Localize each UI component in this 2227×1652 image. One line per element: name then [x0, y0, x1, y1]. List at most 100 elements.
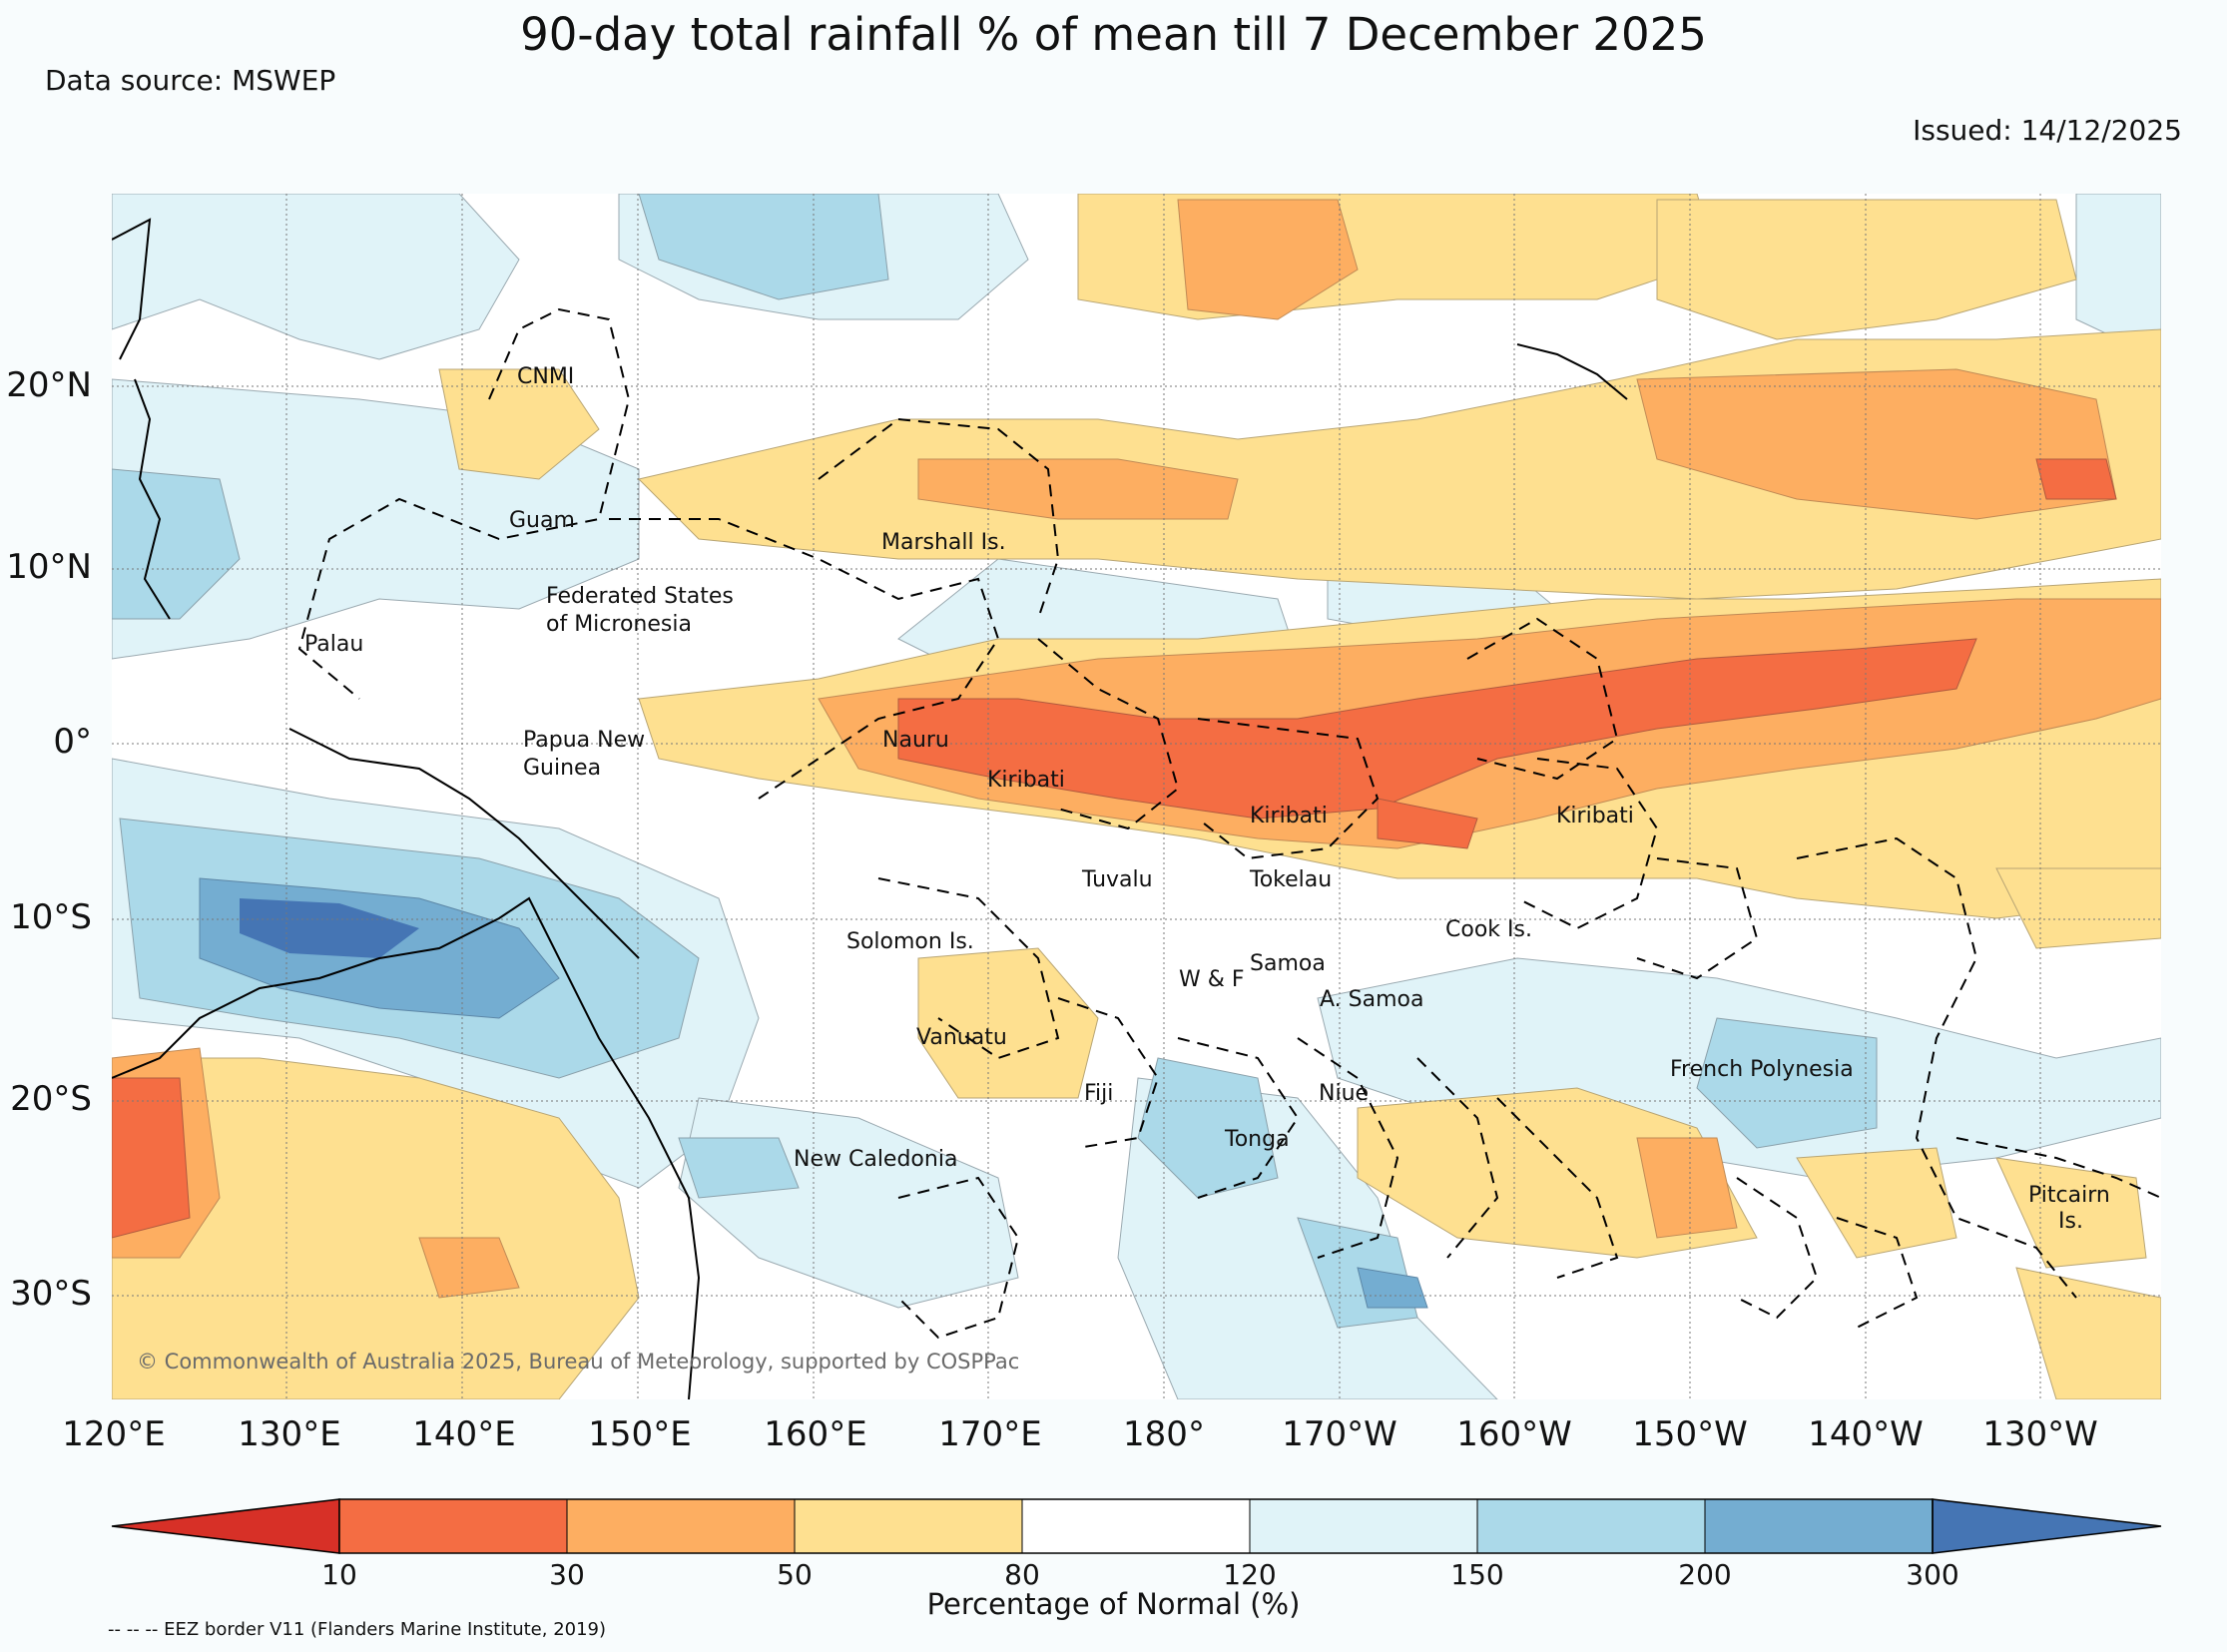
lat-label: 10°S — [10, 897, 92, 937]
eez-border — [1836, 1217, 1919, 1329]
orange-region — [418, 1237, 520, 1299]
place-label-tokelau: Tokelau — [1250, 867, 1333, 892]
yellow-region — [1995, 867, 2161, 949]
issued-date: Issued: 14/12/2025 — [1913, 114, 2182, 147]
lon-label: 180° — [1123, 1414, 1205, 1454]
place-label-wf: W & F — [1179, 967, 1245, 992]
red-region — [897, 638, 1977, 820]
lon-label: 170°W — [1282, 1414, 1397, 1454]
yellow-region — [917, 947, 1099, 1099]
asia-coast — [112, 218, 152, 360]
yellow-region — [1995, 1157, 2147, 1269]
lat-label: 30°S — [10, 1274, 92, 1314]
map-title: 90-day total rainfall % of mean till 7 D… — [520, 8, 1707, 61]
place-label-niue: Niue — [1319, 1081, 1370, 1106]
eez-border — [1496, 1097, 1619, 1279]
place-label-fiji: Fiji — [1084, 1081, 1114, 1106]
lon-label: 160°E — [764, 1414, 867, 1454]
colorbar-segment — [1476, 1498, 1706, 1554]
eez-border — [1636, 857, 1759, 980]
colorbar-tick: 150 — [1450, 1558, 1504, 1591]
philippines-coast — [134, 378, 171, 620]
yellow-region — [1796, 1147, 1957, 1259]
eez-borders — [297, 307, 2161, 1340]
colorbar-outline — [338, 1498, 1934, 1554]
light-blue-region — [112, 194, 520, 360]
red-region — [112, 1077, 191, 1239]
place-label-samoa: Samoa — [1250, 951, 1326, 976]
lon-label: 150°W — [1632, 1414, 1748, 1454]
blue-region — [678, 1137, 800, 1199]
place-label-palau: Palau — [304, 632, 364, 657]
colorbar-tick: 30 — [549, 1558, 585, 1591]
lon-label: 140°W — [1808, 1414, 1924, 1454]
lat-label: 20°N — [6, 365, 92, 405]
place-label-png: Papua New — [523, 728, 646, 753]
place-label-tonga: Tonga — [1225, 1127, 1290, 1152]
lon-label: 120°E — [62, 1414, 166, 1454]
rainfall-field — [112, 194, 2161, 1399]
copyright-note: © Commonwealth of Australia 2025, Bureau… — [137, 1350, 1020, 1374]
australia-coast — [112, 896, 701, 1399]
lon-label: 140°E — [412, 1414, 516, 1454]
eez-border — [1516, 758, 1659, 930]
blue-region — [638, 194, 889, 300]
red-region — [1377, 798, 1478, 849]
eez-border — [1736, 1177, 1819, 1320]
hawaii-coast — [1516, 343, 1628, 400]
eez-border — [1297, 1037, 1399, 1259]
place-label-french-polynesia: French Polynesia — [1670, 1057, 1854, 1082]
colorbar-label: Percentage of Normal (%) — [926, 1587, 1301, 1621]
gridlines — [112, 194, 2161, 1399]
colorbar-segment — [1021, 1498, 1251, 1554]
lon-label: 170°E — [938, 1414, 1042, 1454]
new-guinea-coast — [288, 728, 640, 959]
eez-border — [877, 877, 1060, 1060]
colorbar-tick: 120 — [1223, 1558, 1277, 1591]
deep-blue-region — [240, 898, 419, 958]
colorbar-tick: 50 — [777, 1558, 813, 1591]
orange-region — [1636, 368, 2117, 520]
place-label-fsm: Federated States — [546, 584, 734, 609]
eez-border — [1466, 617, 1619, 781]
orange-region — [917, 458, 1239, 520]
colorbar-segment — [794, 1498, 1023, 1554]
colorbar-extend-low — [111, 1498, 340, 1554]
yellow-region — [1656, 199, 2077, 340]
place-label-kiribati: Kiribati — [1556, 804, 1634, 828]
colorbar-segment — [1704, 1498, 1934, 1554]
eez-border — [609, 518, 1000, 800]
eez-border — [297, 307, 631, 700]
place-label-cook: Cook Is. — [1445, 917, 1532, 942]
colorbar — [111, 1498, 2162, 1554]
coastlines — [112, 218, 1628, 1399]
place-label-solomon: Solomon Is. — [846, 929, 974, 954]
place-label-kiribati: Kiribati — [1250, 804, 1328, 828]
place-label-nauru: Nauru — [882, 728, 949, 753]
blue-region — [1137, 1057, 1279, 1199]
lat-label: 20°S — [10, 1079, 92, 1119]
place-label-pitcairn: Pitcairn — [2028, 1183, 2110, 1208]
colorbar-extend-high — [1932, 1498, 2162, 1554]
blue-region — [1696, 1017, 1878, 1149]
eez-border — [1955, 1137, 2161, 1199]
orange-region — [1177, 199, 1359, 320]
place-label-guam: Guam — [509, 508, 575, 533]
colorbar-tick: 80 — [1004, 1558, 1040, 1591]
data-source: Data source: MSWEP — [45, 64, 336, 97]
colorbar-segment — [338, 1498, 568, 1554]
red-region — [2035, 458, 2117, 500]
colorbar-tick: 10 — [321, 1558, 357, 1591]
dark-blue-region — [1357, 1267, 1428, 1309]
lat-label: 10°N — [6, 547, 92, 587]
yellow-region — [2015, 1267, 2161, 1399]
place-label-marshall: Marshall Is. — [881, 530, 1006, 555]
lon-label: 160°W — [1456, 1414, 1572, 1454]
colorbar-tick: 300 — [1906, 1558, 1959, 1591]
eez-border — [1416, 1057, 1499, 1259]
yellow-region — [112, 1057, 640, 1399]
eez-border — [897, 1176, 1020, 1340]
place-label-tuvalu: Tuvalu — [1082, 867, 1153, 892]
colorbar-segment — [1249, 1498, 1478, 1554]
place-label-kiribati: Kiribati — [987, 768, 1065, 793]
